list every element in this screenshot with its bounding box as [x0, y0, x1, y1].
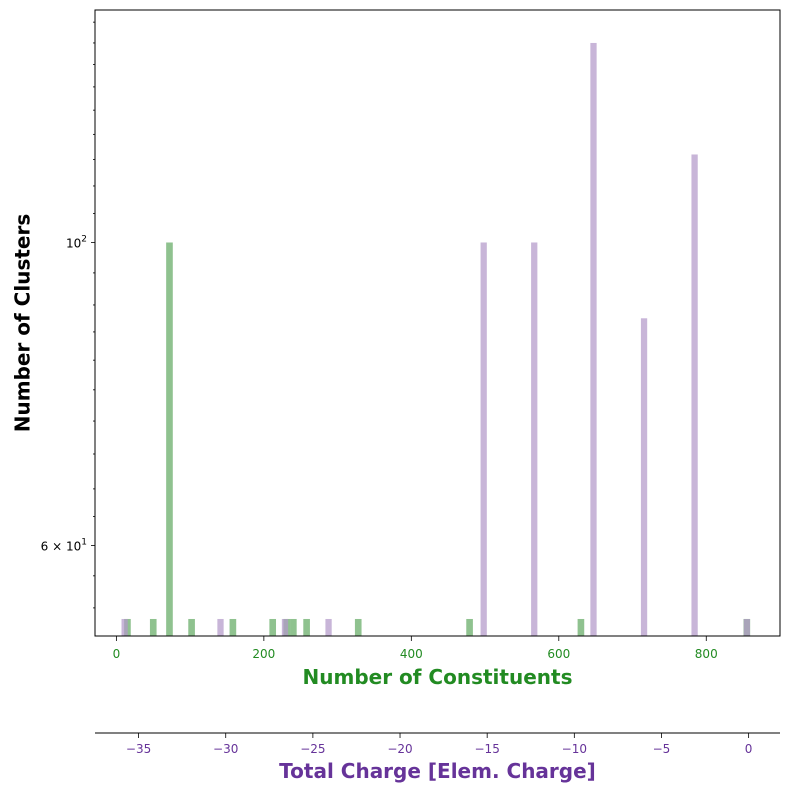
bar-top-4 — [480, 242, 487, 636]
y-axis-label: Number of Clusters — [11, 214, 35, 433]
y-tick-exponent-0: 2 — [81, 234, 87, 244]
bar-top-6 — [590, 42, 597, 637]
x-secondary-tick-label-2: −25 — [300, 742, 325, 756]
x-axis-top-label: Total Charge [Elem. Charge] — [279, 759, 596, 783]
x-secondary-tick-label-6: −5 — [653, 742, 671, 756]
bar-top-8 — [691, 154, 698, 636]
bar-top-9 — [743, 618, 751, 636]
x-secondary-tick-label-5: −10 — [562, 742, 587, 756]
x-secondary-tick-label-4: −15 — [475, 742, 500, 756]
x-secondary-tick-label-3: −20 — [387, 742, 412, 756]
bar-bottom-4 — [229, 618, 237, 636]
bar-top-2 — [281, 618, 289, 636]
x-secondary-tick-label-1: −30 — [213, 742, 238, 756]
y-tick-label-1: 6 × 101 — [41, 537, 87, 553]
plot-frame — [94, 9, 781, 637]
bar-bottom-5 — [269, 618, 277, 636]
bar-bottom-9 — [354, 618, 362, 636]
bar-bottom-10 — [466, 618, 473, 636]
x-bottom-tick-label-0: 0 — [113, 647, 121, 661]
y-axis: 102 6 × 101 — [41, 21, 95, 609]
bar-bottom-2 — [166, 242, 173, 636]
bar-bottom-7 — [290, 618, 297, 636]
x-bottom-tick-label-1: 200 — [252, 647, 275, 661]
x-bottom-tick-label-4: 800 — [695, 647, 718, 661]
x-axis-bottom-label: Number of Constituents — [303, 665, 573, 689]
x-bottom-tick-label-2: 400 — [400, 647, 423, 661]
y-tick-label-0: 102 — [66, 234, 87, 250]
x-axis-top: −35 −30 −25 −20 −15 −10 −5 0 — [95, 732, 780, 756]
y-tick-exponent-1: 1 — [81, 537, 87, 547]
x-axis-bottom: 0 200 400 600 800 — [113, 636, 718, 661]
bar-top-3 — [325, 618, 332, 636]
bar-top-1 — [217, 618, 224, 636]
bar-bottom-11 — [577, 618, 585, 636]
bars-layer — [121, 42, 751, 637]
bar-bottom-3 — [188, 618, 195, 636]
bar-top-5 — [531, 242, 538, 636]
bar-top-0 — [121, 618, 128, 636]
bar-bottom-8 — [303, 618, 310, 636]
bar-bottom-1 — [149, 618, 157, 636]
x-bottom-tick-label-3: 600 — [547, 647, 570, 661]
x-secondary-tick-label-7: 0 — [745, 742, 753, 756]
x-secondary-tick-label-0: −35 — [126, 742, 151, 756]
bar-top-7 — [640, 318, 648, 636]
